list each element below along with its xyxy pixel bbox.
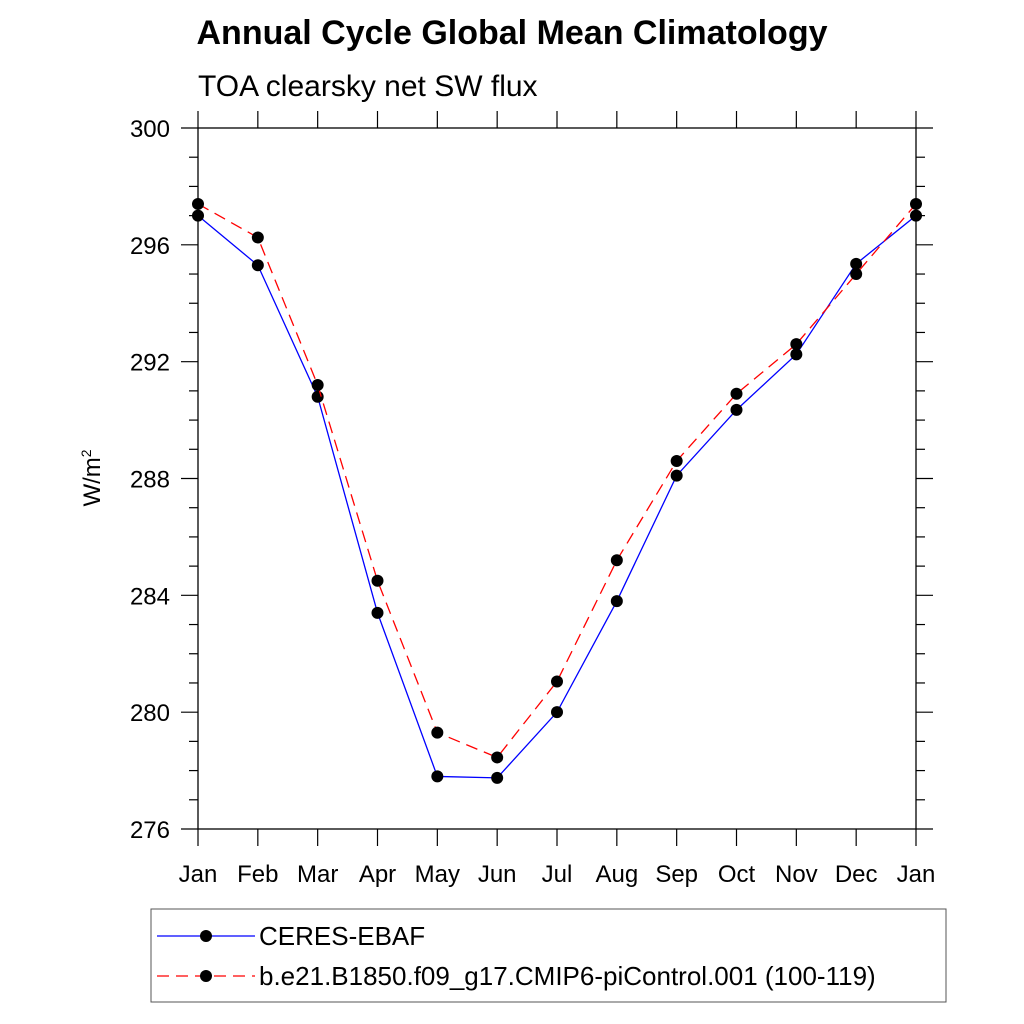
series-1-point — [431, 726, 444, 739]
series-0-point — [491, 771, 504, 784]
legend-marker-0 — [200, 930, 212, 942]
legend-label-0: CERES-EBAF — [259, 921, 425, 951]
y-tick-label: 276 — [130, 817, 170, 844]
x-tick-label: Jan — [897, 861, 936, 888]
legend-box — [150, 908, 947, 1003]
series-1-point — [371, 574, 384, 587]
series-0-point — [192, 209, 204, 222]
x-tick-label: Dec — [835, 861, 878, 888]
series-0-point — [730, 403, 743, 416]
series-0-point — [311, 390, 324, 403]
x-tick-label: Aug — [595, 861, 638, 888]
series-layer — [192, 197, 922, 784]
series-0-point — [910, 209, 922, 222]
axes-layer: 276 280 284 288 292 296 300 Jan Feb Mar Apr May Jun J… — [78, 111, 935, 888]
chart-subtitle: TOA clearsky net SW flux — [198, 70, 538, 103]
y-tick-label: 280 — [130, 700, 170, 727]
x-tick-label: Jul — [542, 861, 573, 888]
x-tick-label: Mar — [297, 861, 338, 888]
x-tick-label: Oct — [718, 861, 756, 888]
x-tick-label: Sep — [655, 861, 698, 888]
legend-marker-1 — [200, 970, 212, 982]
series-0-point — [790, 348, 803, 361]
series-0-point — [850, 257, 863, 270]
y-tick-label: 292 — [130, 350, 170, 377]
y-tick-label: 296 — [130, 233, 170, 260]
series-0-point — [610, 595, 623, 608]
x-tick-label: Nov — [775, 861, 818, 888]
series-1-point — [251, 231, 264, 244]
x-tick-label: Jun — [478, 861, 517, 888]
series-0-point — [431, 770, 444, 783]
series-1-point — [551, 675, 563, 688]
series-line-0 — [197, 215, 917, 779]
series-0-point — [371, 606, 384, 619]
y-axis-label-superscript: 2 — [78, 449, 94, 457]
y-axis-label: W/m2 — [78, 449, 106, 506]
x-tick-label: Apr — [359, 861, 396, 888]
x-tick-label: Jan — [179, 861, 218, 888]
series-1-point — [491, 751, 504, 764]
x-tick-label: May — [415, 861, 460, 888]
series-1-point — [610, 554, 623, 567]
series-1-point — [670, 454, 683, 467]
plot-frame — [197, 127, 917, 830]
y-tick-label: 288 — [130, 467, 170, 494]
series-0-point — [551, 706, 563, 719]
series-1-point — [850, 268, 863, 281]
series-line-1 — [197, 203, 917, 759]
y-axis-label-text: W/m — [79, 457, 106, 506]
series-1-point — [730, 387, 743, 400]
series-1-point — [790, 338, 803, 351]
series-1-point — [311, 379, 324, 392]
series-0-point — [251, 259, 264, 272]
y-tick-label: 284 — [130, 583, 170, 610]
legend-layer: CERES-EBAF b.e21.B1850.f09_g17.CMIP6-piCo… — [150, 908, 947, 1003]
series-1-point — [910, 197, 922, 210]
x-tick-label: Feb — [237, 861, 278, 888]
legend-label-1: b.e21.B1850.f09_g17.CMIP6-piControl.001 … — [259, 961, 876, 991]
series-0-point — [670, 469, 683, 482]
series-1-point — [192, 197, 204, 210]
y-tick-label: 300 — [130, 116, 170, 143]
chart-title: Annual Cycle Global Mean Climatology — [196, 14, 828, 52]
